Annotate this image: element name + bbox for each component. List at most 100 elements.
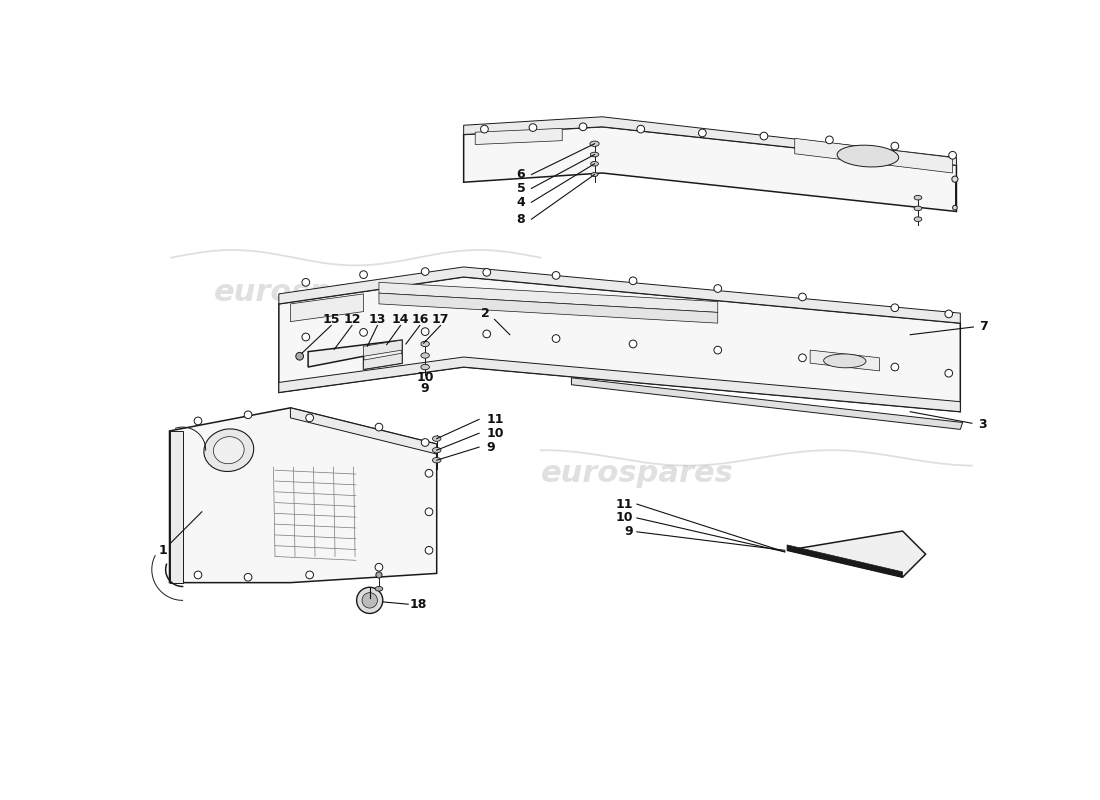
Circle shape xyxy=(483,269,491,276)
Text: 14: 14 xyxy=(392,313,409,326)
Ellipse shape xyxy=(421,353,429,358)
Text: eurospares: eurospares xyxy=(541,459,734,488)
Text: 9: 9 xyxy=(625,526,634,538)
Ellipse shape xyxy=(914,217,922,222)
Circle shape xyxy=(360,329,367,336)
Text: 9: 9 xyxy=(486,441,495,454)
Text: 1: 1 xyxy=(160,544,167,557)
Circle shape xyxy=(356,587,383,614)
Circle shape xyxy=(375,423,383,431)
Ellipse shape xyxy=(432,436,441,442)
Circle shape xyxy=(425,470,433,477)
Polygon shape xyxy=(363,353,403,370)
Ellipse shape xyxy=(375,586,383,591)
Text: 11: 11 xyxy=(486,413,504,426)
Polygon shape xyxy=(279,357,960,412)
Ellipse shape xyxy=(914,195,922,200)
Circle shape xyxy=(421,438,429,446)
Circle shape xyxy=(376,572,382,578)
Circle shape xyxy=(244,411,252,418)
Polygon shape xyxy=(279,277,960,412)
Circle shape xyxy=(301,333,310,341)
Polygon shape xyxy=(464,126,957,211)
Polygon shape xyxy=(279,267,960,323)
Polygon shape xyxy=(475,128,562,145)
Text: 15: 15 xyxy=(322,313,340,326)
Circle shape xyxy=(195,417,202,425)
Polygon shape xyxy=(464,117,957,166)
Circle shape xyxy=(296,353,304,360)
Text: 16: 16 xyxy=(411,313,428,326)
Circle shape xyxy=(425,546,433,554)
Text: 12: 12 xyxy=(343,313,361,326)
Circle shape xyxy=(629,340,637,348)
Circle shape xyxy=(552,334,560,342)
Ellipse shape xyxy=(590,141,600,146)
Ellipse shape xyxy=(432,447,441,453)
Circle shape xyxy=(421,268,429,275)
Text: 7: 7 xyxy=(980,321,988,334)
Polygon shape xyxy=(788,545,902,578)
Circle shape xyxy=(698,129,706,137)
Circle shape xyxy=(483,330,491,338)
Text: 11: 11 xyxy=(616,498,634,510)
Ellipse shape xyxy=(432,458,441,463)
Circle shape xyxy=(306,414,313,422)
Circle shape xyxy=(825,136,834,144)
Polygon shape xyxy=(794,138,953,173)
Text: 2: 2 xyxy=(481,306,490,320)
Circle shape xyxy=(301,278,310,286)
Circle shape xyxy=(953,206,957,210)
Circle shape xyxy=(714,285,722,292)
Text: eurospares: eurospares xyxy=(213,278,406,307)
Polygon shape xyxy=(290,408,437,454)
Text: 10: 10 xyxy=(486,426,504,440)
Text: 4: 4 xyxy=(517,196,526,209)
Circle shape xyxy=(945,370,953,377)
Circle shape xyxy=(306,571,313,578)
Circle shape xyxy=(891,304,899,312)
Polygon shape xyxy=(290,294,363,322)
Circle shape xyxy=(799,354,806,362)
Circle shape xyxy=(425,508,433,516)
Text: 10: 10 xyxy=(616,511,634,525)
Text: 5: 5 xyxy=(517,182,526,195)
Ellipse shape xyxy=(204,429,254,471)
Polygon shape xyxy=(308,340,403,370)
Circle shape xyxy=(421,328,429,335)
Ellipse shape xyxy=(213,437,244,464)
Polygon shape xyxy=(378,293,717,323)
Ellipse shape xyxy=(421,364,429,370)
Polygon shape xyxy=(169,431,183,582)
Circle shape xyxy=(948,151,957,159)
Circle shape xyxy=(362,593,377,608)
Circle shape xyxy=(891,142,899,150)
Circle shape xyxy=(629,277,637,285)
Text: 3: 3 xyxy=(978,418,987,431)
Text: 17: 17 xyxy=(432,313,449,326)
Text: 9: 9 xyxy=(421,382,429,395)
Ellipse shape xyxy=(914,206,922,210)
Polygon shape xyxy=(810,350,880,371)
Circle shape xyxy=(529,124,537,131)
Ellipse shape xyxy=(591,173,598,177)
Circle shape xyxy=(375,563,383,571)
Circle shape xyxy=(552,271,560,279)
Circle shape xyxy=(637,126,645,133)
Ellipse shape xyxy=(591,152,598,157)
Polygon shape xyxy=(378,282,717,312)
Polygon shape xyxy=(363,340,403,356)
Polygon shape xyxy=(788,531,926,578)
Ellipse shape xyxy=(421,342,429,346)
Circle shape xyxy=(714,346,722,354)
Circle shape xyxy=(195,571,202,578)
Circle shape xyxy=(945,310,953,318)
Polygon shape xyxy=(169,408,437,582)
Text: 8: 8 xyxy=(517,213,526,226)
Circle shape xyxy=(481,126,488,133)
Ellipse shape xyxy=(591,162,598,166)
Text: 10: 10 xyxy=(417,370,433,383)
Circle shape xyxy=(952,176,958,182)
Circle shape xyxy=(244,574,252,581)
Circle shape xyxy=(891,363,899,371)
